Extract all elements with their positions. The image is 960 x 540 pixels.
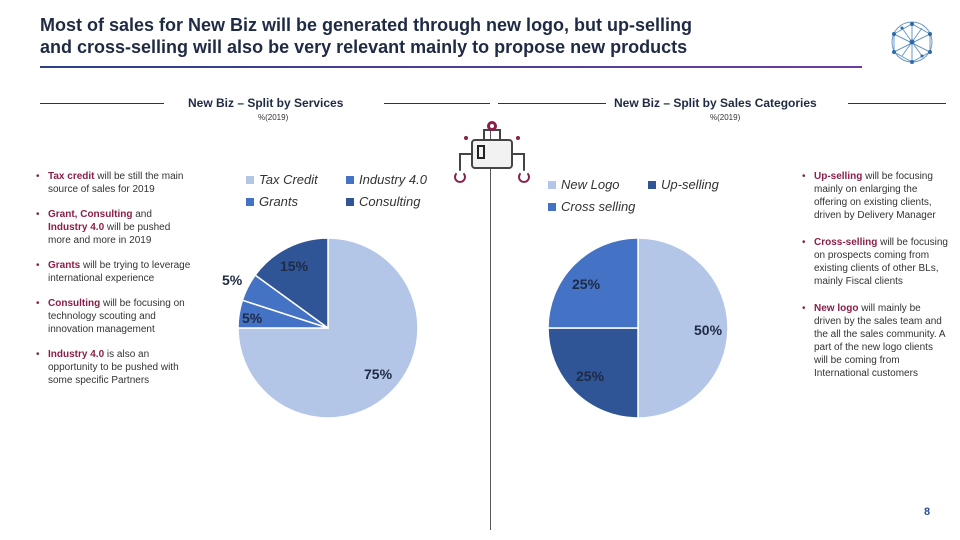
section-rule-left-a bbox=[40, 103, 164, 104]
note-up-selling: Up-selling will be focusing mainly on en… bbox=[802, 170, 948, 222]
pie-slice-consulting bbox=[254, 237, 329, 330]
legend-item-new-logo: New Logo bbox=[548, 177, 620, 192]
note-keyword: Up-selling bbox=[814, 171, 863, 182]
legend-swatch bbox=[548, 202, 556, 211]
note-keyword: New logo bbox=[814, 303, 859, 314]
note-new-logo: New logo will mainly be driven by the sa… bbox=[802, 302, 948, 380]
legend-swatch bbox=[346, 197, 354, 206]
section-rule-right-a bbox=[498, 103, 606, 104]
slice-label-industry: 5% bbox=[222, 272, 243, 288]
note-consulting: Consulting will be focusing on technolog… bbox=[36, 297, 192, 336]
slice-label-cross-selling: 25% bbox=[576, 368, 605, 384]
note-keyword: Cross-selling bbox=[814, 237, 878, 248]
note-text: will be still the main source of sales f… bbox=[48, 171, 184, 195]
note-industry: Industry 4.0 is also an opportunity to b… bbox=[36, 348, 192, 387]
slice-label-tax-credit: 75% bbox=[364, 366, 393, 382]
section-rule-right-b bbox=[848, 103, 946, 104]
services-notes: Tax credit will be still the main source… bbox=[36, 170, 192, 399]
legend-item-consulting: Consulting bbox=[346, 194, 420, 209]
note-text: will mainly be driven by the sales team … bbox=[814, 303, 945, 379]
legend-label: Consulting bbox=[359, 194, 421, 209]
pie-slice-new-logo bbox=[637, 237, 729, 419]
note-text: will be trying to leverage international… bbox=[48, 260, 191, 284]
pie-slice-up-selling bbox=[547, 237, 639, 329]
sales-notes: Up-selling will be focusing mainly on en… bbox=[802, 170, 948, 392]
note-cross-selling: Cross-selling will be focusing on prospe… bbox=[802, 236, 948, 288]
note-text: will be focusing mainly on enlarging the… bbox=[814, 171, 936, 221]
note-text: is also an opportunity to be pushed with… bbox=[48, 349, 179, 386]
slice-label-up-selling: 25% bbox=[572, 276, 601, 292]
note-keyword: Industry 4.0 bbox=[48, 222, 105, 233]
legend-swatch bbox=[648, 180, 656, 189]
legend-item-tax-credit: Tax Credit bbox=[246, 172, 318, 187]
legend-item-industry: Industry 4.0 bbox=[346, 172, 427, 187]
note-tax-credit: Tax credit will be still the main source… bbox=[36, 170, 192, 196]
section-rule-left-b bbox=[384, 103, 490, 104]
note-text: will be pushed more and more in 2019 bbox=[48, 222, 171, 246]
note-text: will be focusing on prospects coming fro… bbox=[814, 237, 948, 287]
legend-swatch bbox=[548, 180, 556, 189]
title-line-1: Most of sales for New Biz will be genera… bbox=[40, 15, 693, 35]
page-number: 8 bbox=[924, 506, 931, 518]
services-pie bbox=[237, 237, 419, 419]
slice-label-grants: 5% bbox=[242, 310, 263, 326]
note-keyword: Consulting bbox=[48, 298, 101, 309]
legend-swatch bbox=[246, 175, 254, 184]
robot-icon bbox=[454, 121, 530, 183]
note-text: will be focusing on technology scouting … bbox=[48, 298, 185, 335]
title-line-2: and cross-selling will also be very rele… bbox=[40, 37, 688, 57]
legend-label: Grants bbox=[259, 194, 299, 209]
legend-label: Industry 4.0 bbox=[359, 172, 427, 187]
legend-label: Tax Credit bbox=[259, 172, 318, 187]
legend-label: New Logo bbox=[561, 177, 620, 192]
legend-swatch bbox=[346, 175, 354, 184]
note-keyword: Tax credit bbox=[48, 171, 95, 182]
legend-label: Up-selling bbox=[661, 177, 719, 192]
company-logo-icon bbox=[891, 21, 933, 64]
note-grants: Grants will be trying to leverage intern… bbox=[36, 259, 192, 285]
services-section-title: New Biz – Split by Services bbox=[188, 96, 344, 110]
note-keyword: Grants bbox=[48, 260, 81, 271]
sales-categories-pie bbox=[547, 237, 729, 419]
center-divider bbox=[490, 128, 491, 530]
title-underline bbox=[40, 66, 862, 68]
legend-item-up-selling: Up-selling bbox=[648, 177, 719, 192]
page-title: Most of sales for New Biz will be genera… bbox=[40, 14, 860, 58]
sales-categories-section-title: New Biz – Split by Sales Categories bbox=[614, 96, 817, 110]
slice-label-new-logo: 50% bbox=[694, 322, 723, 338]
legend-label: Cross selling bbox=[561, 199, 636, 214]
slice-label-consulting: 15% bbox=[280, 258, 309, 274]
legend-item-grants: Grants bbox=[246, 194, 298, 209]
sales-categories-unit: %(2019) bbox=[710, 113, 741, 122]
note-grant-consulting: Grant, Consulting and Industry 4.0 will … bbox=[36, 208, 192, 247]
note-text: and bbox=[132, 209, 152, 220]
pie-slice-cross-selling bbox=[547, 327, 639, 419]
note-keyword: Industry 4.0 bbox=[48, 349, 105, 360]
note-keyword: Grant, Consulting bbox=[48, 209, 133, 220]
legend-swatch bbox=[246, 197, 254, 206]
services-unit: %(2019) bbox=[258, 113, 289, 122]
legend-item-cross-selling: Cross selling bbox=[548, 199, 635, 214]
